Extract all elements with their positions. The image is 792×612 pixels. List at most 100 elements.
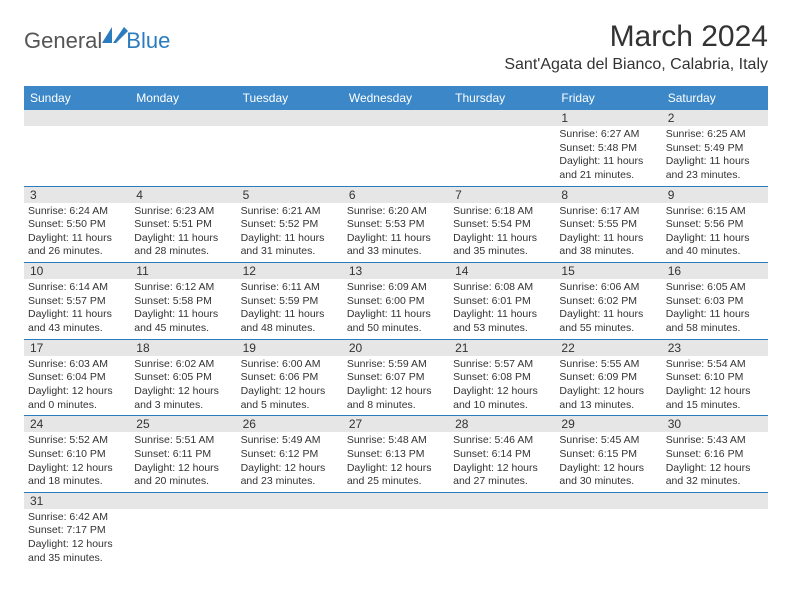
daylight-text-line2: and 28 minutes. bbox=[134, 245, 232, 259]
date-number-cell bbox=[343, 492, 449, 509]
sunrise-text: Sunrise: 6:12 AM bbox=[134, 281, 232, 295]
daylight-text-line1: Daylight: 11 hours bbox=[241, 232, 339, 246]
sunset-text: Sunset: 6:13 PM bbox=[347, 448, 445, 462]
sunset-text: Sunset: 6:05 PM bbox=[134, 371, 232, 385]
sunset-text: Sunset: 5:54 PM bbox=[453, 218, 551, 232]
calendar-cell: Sunrise: 6:14 AMSunset: 5:57 PMDaylight:… bbox=[24, 279, 130, 339]
date-number-cell: 6 bbox=[343, 186, 449, 203]
sunset-text: Sunset: 6:10 PM bbox=[28, 448, 126, 462]
sunrise-text: Sunrise: 6:17 AM bbox=[559, 205, 657, 219]
calendar-cell: Sunrise: 6:24 AMSunset: 5:50 PMDaylight:… bbox=[24, 203, 130, 263]
date-number-cell: 9 bbox=[662, 186, 768, 203]
calendar-cell: Sunrise: 5:46 AMSunset: 6:14 PMDaylight:… bbox=[449, 432, 555, 492]
sunrise-text: Sunrise: 6:42 AM bbox=[28, 511, 126, 525]
day-header-sunday: Sunday bbox=[24, 86, 130, 110]
calendar-cell bbox=[343, 509, 449, 569]
sunset-text: Sunset: 6:15 PM bbox=[559, 448, 657, 462]
title-block: March 2024 Sant'Agata del Bianco, Calabr… bbox=[504, 20, 768, 74]
daylight-text-line2: and 40 minutes. bbox=[666, 245, 764, 259]
calendar-cell: Sunrise: 5:48 AMSunset: 6:13 PMDaylight:… bbox=[343, 432, 449, 492]
daylight-text-line2: and 25 minutes. bbox=[347, 475, 445, 489]
page-header: General Blue March 2024 Sant'Agata del B… bbox=[24, 20, 768, 74]
sunset-text: Sunset: 6:10 PM bbox=[666, 371, 764, 385]
sunset-text: Sunset: 6:01 PM bbox=[453, 295, 551, 309]
calendar-cell: Sunrise: 6:18 AMSunset: 5:54 PMDaylight:… bbox=[449, 203, 555, 263]
date-number-cell: 20 bbox=[343, 339, 449, 356]
month-title: March 2024 bbox=[504, 20, 768, 54]
daylight-text-line1: Daylight: 11 hours bbox=[559, 155, 657, 169]
date-number-cell: 1 bbox=[555, 110, 661, 126]
sunset-text: Sunset: 5:58 PM bbox=[134, 295, 232, 309]
daylight-text-line1: Daylight: 12 hours bbox=[241, 462, 339, 476]
sunset-text: Sunset: 6:04 PM bbox=[28, 371, 126, 385]
sunrise-text: Sunrise: 6:23 AM bbox=[134, 205, 232, 219]
daylight-text-line1: Daylight: 12 hours bbox=[134, 385, 232, 399]
date-number-cell: 27 bbox=[343, 416, 449, 433]
calendar-content-row: Sunrise: 6:24 AMSunset: 5:50 PMDaylight:… bbox=[24, 203, 768, 263]
date-number-cell: 16 bbox=[662, 263, 768, 280]
daylight-text-line1: Daylight: 12 hours bbox=[241, 385, 339, 399]
calendar-cell: Sunrise: 6:42 AMSunset: 7:17 PMDaylight:… bbox=[24, 509, 130, 569]
date-number-cell: 11 bbox=[130, 263, 236, 280]
calendar-cell bbox=[237, 126, 343, 186]
sunrise-text: Sunrise: 6:11 AM bbox=[241, 281, 339, 295]
daylight-text-line2: and 53 minutes. bbox=[453, 322, 551, 336]
date-number-cell: 10 bbox=[24, 263, 130, 280]
sunrise-text: Sunrise: 6:06 AM bbox=[559, 281, 657, 295]
calendar-content-row: Sunrise: 6:14 AMSunset: 5:57 PMDaylight:… bbox=[24, 279, 768, 339]
sunset-text: Sunset: 6:08 PM bbox=[453, 371, 551, 385]
day-header-wednesday: Wednesday bbox=[343, 86, 449, 110]
daylight-text-line1: Daylight: 12 hours bbox=[347, 385, 445, 399]
calendar-cell: Sunrise: 6:11 AMSunset: 5:59 PMDaylight:… bbox=[237, 279, 343, 339]
daylight-text-line1: Daylight: 11 hours bbox=[241, 308, 339, 322]
calendar-content-row: Sunrise: 6:42 AMSunset: 7:17 PMDaylight:… bbox=[24, 509, 768, 569]
sunset-text: Sunset: 6:07 PM bbox=[347, 371, 445, 385]
date-number-cell: 29 bbox=[555, 416, 661, 433]
daylight-text-line1: Daylight: 12 hours bbox=[347, 462, 445, 476]
calendar-cell bbox=[662, 509, 768, 569]
date-number-row: 17181920212223 bbox=[24, 339, 768, 356]
location-subtitle: Sant'Agata del Bianco, Calabria, Italy bbox=[504, 56, 768, 74]
calendar-content-row: Sunrise: 6:03 AMSunset: 6:04 PMDaylight:… bbox=[24, 356, 768, 416]
daylight-text-line2: and 0 minutes. bbox=[28, 399, 126, 413]
day-header-friday: Friday bbox=[555, 86, 661, 110]
date-number-cell: 31 bbox=[24, 492, 130, 509]
daylight-text-line2: and 23 minutes. bbox=[666, 169, 764, 183]
daylight-text-line1: Daylight: 11 hours bbox=[559, 308, 657, 322]
daylight-text-line1: Daylight: 12 hours bbox=[134, 462, 232, 476]
sunset-text: Sunset: 5:52 PM bbox=[241, 218, 339, 232]
daylight-text-line2: and 5 minutes. bbox=[241, 399, 339, 413]
date-number-row: 3456789 bbox=[24, 186, 768, 203]
calendar-content-row: Sunrise: 6:27 AMSunset: 5:48 PMDaylight:… bbox=[24, 126, 768, 186]
daylight-text-line1: Daylight: 11 hours bbox=[559, 232, 657, 246]
calendar-cell: Sunrise: 6:25 AMSunset: 5:49 PMDaylight:… bbox=[662, 126, 768, 186]
calendar-cell bbox=[237, 509, 343, 569]
date-number-cell: 3 bbox=[24, 186, 130, 203]
daylight-text-line2: and 26 minutes. bbox=[28, 245, 126, 259]
sunrise-text: Sunrise: 5:46 AM bbox=[453, 434, 551, 448]
date-number-cell bbox=[449, 492, 555, 509]
daylight-text-line2: and 43 minutes. bbox=[28, 322, 126, 336]
daylight-text-line2: and 3 minutes. bbox=[134, 399, 232, 413]
sunset-text: Sunset: 7:17 PM bbox=[28, 524, 126, 538]
calendar-cell: Sunrise: 5:43 AMSunset: 6:16 PMDaylight:… bbox=[662, 432, 768, 492]
sunrise-text: Sunrise: 6:21 AM bbox=[241, 205, 339, 219]
daylight-text-line1: Daylight: 11 hours bbox=[666, 155, 764, 169]
date-number-cell bbox=[555, 492, 661, 509]
sunset-text: Sunset: 6:16 PM bbox=[666, 448, 764, 462]
calendar-cell bbox=[130, 509, 236, 569]
daylight-text-line2: and 31 minutes. bbox=[241, 245, 339, 259]
daylight-text-line2: and 48 minutes. bbox=[241, 322, 339, 336]
sunrise-text: Sunrise: 6:02 AM bbox=[134, 358, 232, 372]
sunset-text: Sunset: 6:14 PM bbox=[453, 448, 551, 462]
daylight-text-line2: and 23 minutes. bbox=[241, 475, 339, 489]
sunset-text: Sunset: 5:50 PM bbox=[28, 218, 126, 232]
daylight-text-line1: Daylight: 11 hours bbox=[666, 308, 764, 322]
calendar-cell: Sunrise: 5:55 AMSunset: 6:09 PMDaylight:… bbox=[555, 356, 661, 416]
date-number-row: 24252627282930 bbox=[24, 416, 768, 433]
sunrise-text: Sunrise: 6:25 AM bbox=[666, 128, 764, 142]
daylight-text-line1: Daylight: 12 hours bbox=[559, 385, 657, 399]
daylight-text-line2: and 20 minutes. bbox=[134, 475, 232, 489]
calendar-cell: Sunrise: 5:51 AMSunset: 6:11 PMDaylight:… bbox=[130, 432, 236, 492]
daylight-text-line1: Daylight: 12 hours bbox=[28, 538, 126, 552]
